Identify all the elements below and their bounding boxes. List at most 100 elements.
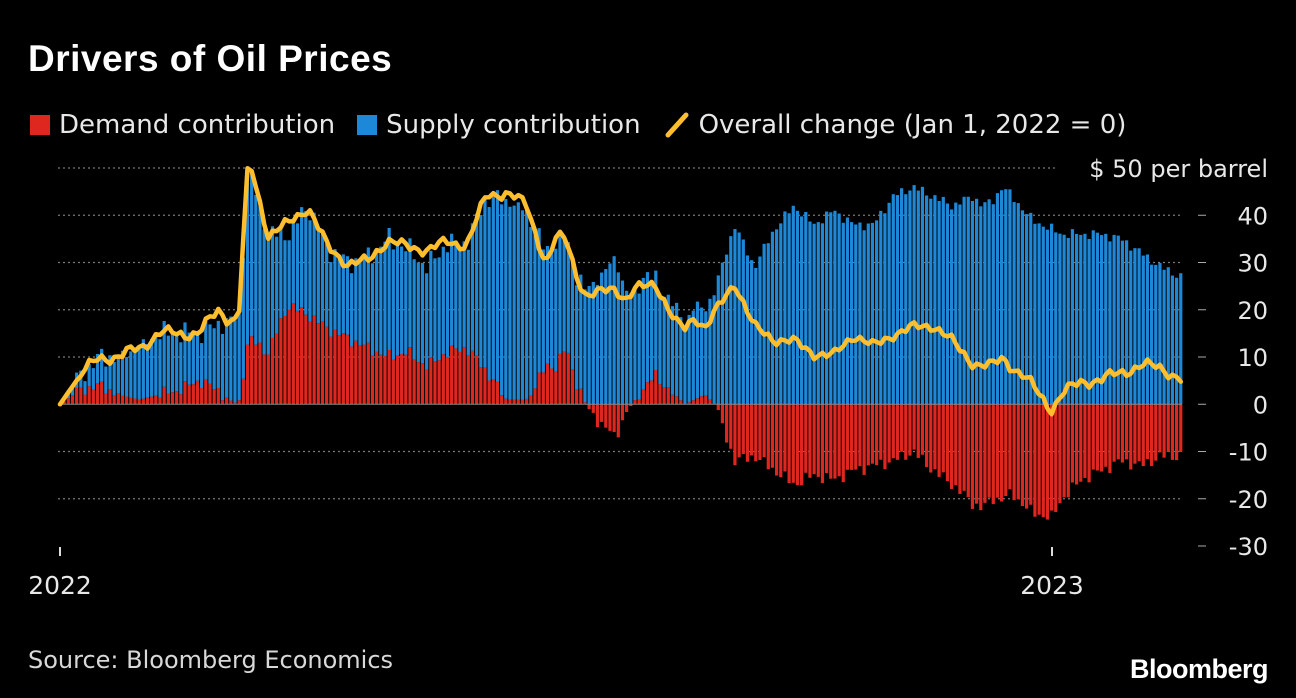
supply-bar (333, 248, 337, 330)
demand-bar (279, 318, 283, 405)
supply-bar (662, 296, 666, 388)
overall-change-line (57, 165, 1184, 417)
demand-bar (1041, 404, 1045, 518)
demand-bar (175, 391, 179, 405)
demand-bar (625, 404, 629, 412)
supply-bar (316, 230, 320, 324)
demand-bar (358, 345, 362, 405)
demand-bar (737, 404, 741, 458)
demand-bar (129, 397, 133, 405)
demand-bar (775, 404, 779, 476)
supply-bar (954, 202, 958, 405)
demand-bar (966, 404, 970, 498)
demand-bar (1179, 404, 1183, 453)
demand-bar (658, 384, 662, 405)
demand-bar (1083, 404, 1087, 478)
supply-bar (437, 257, 441, 361)
demand-bar (766, 404, 770, 470)
supply-bar (637, 293, 641, 400)
demand-bar (900, 404, 904, 452)
demand-bar (887, 404, 891, 463)
demand-bar (1170, 404, 1175, 460)
supply-bar (850, 222, 854, 405)
supply-bar (383, 241, 387, 357)
demand-swatch-icon (30, 115, 50, 135)
supply-bar (575, 285, 579, 390)
supply-bar (1004, 189, 1008, 405)
demand-bar (254, 344, 258, 405)
demand-bar (700, 396, 704, 405)
demand-bar (912, 404, 916, 450)
supply-bar (254, 194, 258, 345)
supply-bar (533, 235, 537, 389)
supply-bar (1070, 229, 1075, 405)
demand-bar (1091, 404, 1095, 470)
supply-bar (212, 328, 216, 390)
demand-bar (200, 388, 204, 405)
supply-bar (325, 243, 329, 327)
supply-bar (291, 219, 295, 304)
demand-bar (791, 404, 795, 483)
demand-bar (845, 404, 850, 470)
supply-bar (1104, 233, 1108, 405)
supply-bar (454, 240, 458, 349)
supply-bar (1158, 262, 1162, 405)
demand-bar (241, 378, 245, 405)
supply-bar (83, 381, 87, 395)
supply-bar (320, 229, 325, 322)
legend-label-supply: Supply contribution (386, 110, 641, 140)
demand-bar (641, 389, 645, 405)
demand-bar (479, 367, 483, 405)
supply-bar (425, 273, 429, 370)
demand-bar (1137, 404, 1141, 462)
supply-bar (229, 316, 233, 401)
supply-bar (370, 263, 375, 356)
supply-bar (191, 335, 195, 385)
supply-bar (658, 293, 662, 385)
demand-bar (75, 387, 79, 405)
supply-bar (908, 190, 912, 405)
demand-bar (1025, 404, 1029, 509)
supply-bar (408, 238, 412, 348)
demand-bar (204, 379, 208, 405)
demand-bar (983, 404, 987, 503)
supply-bar (1149, 264, 1154, 405)
demand-bar (970, 404, 975, 509)
demand-bar (583, 402, 587, 405)
supply-bar (675, 302, 679, 397)
supply-bar (145, 344, 150, 398)
demand-bar (1070, 404, 1075, 483)
supply-bar (995, 193, 1000, 405)
supply-bar (904, 194, 908, 405)
demand-bar (83, 394, 87, 405)
demand-bar (116, 393, 120, 405)
demand-bar (716, 404, 720, 411)
demand-bar (420, 363, 425, 405)
demand-bar (1075, 404, 1079, 485)
demand-bar (295, 310, 300, 405)
demand-bar (225, 397, 229, 405)
demand-bar (283, 315, 287, 405)
demand-bar (500, 395, 504, 405)
supply-bar (104, 366, 108, 394)
supply-bar (737, 232, 741, 405)
demand-bar (304, 314, 308, 405)
supply-bar (616, 272, 620, 405)
supply-bar (137, 348, 141, 400)
demand-bar (558, 353, 562, 405)
supply-bar (729, 236, 733, 405)
demand-bar (1104, 404, 1108, 467)
demand-bar (1033, 404, 1037, 517)
demand-bar (820, 404, 825, 484)
supply-bar (475, 213, 479, 356)
supply-bar (812, 223, 816, 405)
y-tick-label: -30 (1229, 533, 1268, 561)
demand-bar (195, 380, 200, 405)
demand-bar (145, 397, 150, 405)
demand-bar (258, 342, 262, 405)
source-note: Source: Bloomberg Economics (28, 646, 394, 674)
supply-bar (704, 311, 708, 396)
demand-bar (412, 359, 416, 405)
supply-bar (804, 211, 808, 405)
demand-bar (875, 404, 879, 466)
